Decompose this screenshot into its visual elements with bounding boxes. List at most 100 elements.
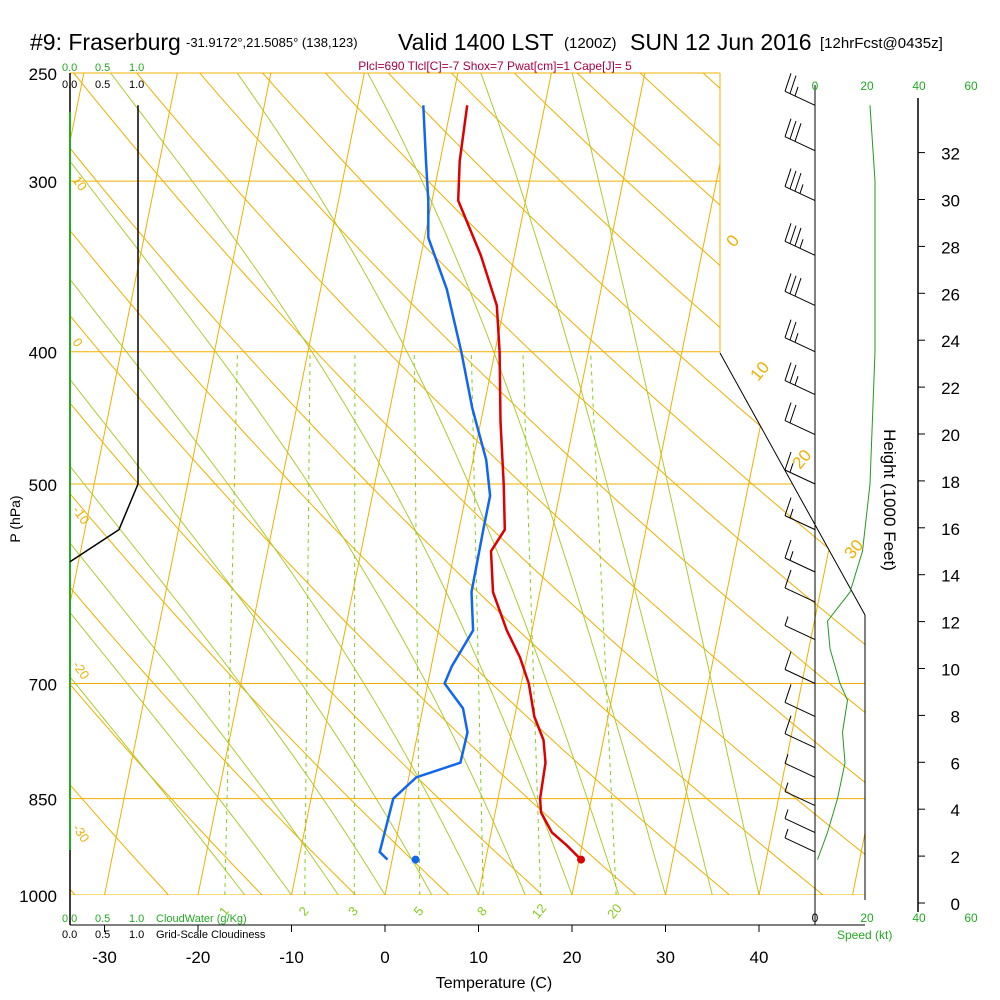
height-tick-label: 18 xyxy=(941,473,960,492)
barb-staff xyxy=(784,791,816,807)
wind-speed-line xyxy=(817,105,876,860)
mixing-ratio-line xyxy=(413,351,421,896)
barb-staff xyxy=(784,515,816,531)
barb-flag xyxy=(784,684,792,703)
barb-half-flag xyxy=(789,508,794,519)
zulu-time: (1200Z) xyxy=(564,35,617,52)
temperature-line xyxy=(456,105,582,861)
moist-adiabat xyxy=(70,73,386,895)
bottom-scale-cloudwater: 0.0 0.5 1.0 CloudWater (g/Kg) xyxy=(62,913,247,925)
barb-flag xyxy=(784,569,792,589)
wind-barb xyxy=(784,73,816,106)
barb-staff xyxy=(784,420,816,436)
wind-barb xyxy=(784,782,816,807)
height-tick-label: 12 xyxy=(941,614,960,633)
dry-adiabat xyxy=(178,73,865,895)
wind-barb xyxy=(784,754,816,778)
mixing-ratio-line xyxy=(590,351,617,896)
moist-adiabat xyxy=(70,73,433,895)
wind-barb xyxy=(784,168,816,202)
pressure-tick-label: 500 xyxy=(29,476,57,495)
wind-barb xyxy=(784,616,816,641)
cloudiness-line xyxy=(69,105,139,563)
barb-flag xyxy=(784,273,792,292)
stability-indices: Plcl=690 Tlcl[C]=-7 Shox=7 Pwat[cm]=1 Ca… xyxy=(358,59,632,73)
moist-adiabat xyxy=(70,73,339,895)
wind-barb xyxy=(784,118,816,152)
barb-staff xyxy=(784,818,816,833)
cloudiness-profile xyxy=(69,105,139,563)
moist-adiabat xyxy=(480,73,713,895)
temperature-tick-label: -10 xyxy=(279,948,304,967)
mixing-ratio-lines: 1 2 3 5 8 12 20 xyxy=(216,351,625,921)
valid-time: Valid 1400 LST xyxy=(398,29,554,55)
barb-half-flag xyxy=(794,376,799,386)
pressure-tick-label: 1000 xyxy=(19,887,57,906)
background-lines xyxy=(70,73,865,895)
barb-staff xyxy=(784,625,816,641)
mixing-ratio-line xyxy=(470,351,484,896)
barb-flag xyxy=(784,223,792,242)
barb-staff xyxy=(784,557,816,573)
barb-staff xyxy=(784,136,816,152)
barb-flag xyxy=(789,364,797,384)
moist-adiabat xyxy=(236,73,620,895)
top-scale-cloudwater: 0.0 0.5 1.0 xyxy=(62,62,144,74)
height-tick-label: 0 xyxy=(951,895,960,914)
barb-half-flag xyxy=(799,184,804,194)
pressure-tick-label: 300 xyxy=(29,173,57,192)
barb-half-flag xyxy=(784,809,789,819)
wind-barb xyxy=(784,362,816,396)
barb-staff xyxy=(784,90,816,106)
barb-flag xyxy=(784,715,792,734)
barb-flag xyxy=(784,497,792,516)
scale-label: 0.0 xyxy=(62,62,77,74)
scale-label: 1.0 xyxy=(129,79,144,91)
barb-staff xyxy=(784,380,816,396)
isotherm-label: 10 xyxy=(747,358,774,385)
isotherm-label: 10 xyxy=(70,173,91,193)
barb-half-flag xyxy=(789,551,794,561)
scale-label: 0.0 xyxy=(62,929,77,941)
temperature-tick-label: 20 xyxy=(563,948,582,967)
wind-barb xyxy=(784,569,816,603)
height-tick-label: 16 xyxy=(941,520,960,539)
temperature-tick-label: 0 xyxy=(380,948,389,967)
scale-label: 1.0 xyxy=(129,913,144,925)
speed-axis-title: Speed (kt) xyxy=(837,928,892,942)
temperature-tick-label: -30 xyxy=(92,948,117,967)
dry-adiabat xyxy=(551,73,865,895)
surface-temperature-dot xyxy=(577,855,586,864)
barb-flag xyxy=(784,168,792,187)
mixing-ratio-label: 3 xyxy=(345,903,361,918)
barb-flag xyxy=(784,651,792,670)
barb-flag xyxy=(789,120,797,140)
barb-flag xyxy=(784,539,792,559)
moist-adiabat xyxy=(70,73,246,895)
height-tick-label: 30 xyxy=(941,192,960,211)
pressure-tick-label: 700 xyxy=(29,676,57,695)
plot-frame xyxy=(69,72,866,926)
dry-adiabat xyxy=(70,73,169,895)
dry-adiabat xyxy=(70,73,356,895)
dry-adiabat xyxy=(489,73,865,895)
pressure-tick-label: 400 xyxy=(29,344,57,363)
barb-flag xyxy=(784,451,792,471)
dry-adiabat xyxy=(70,73,543,895)
barb-flag xyxy=(789,404,797,424)
dry-adiabat xyxy=(70,73,730,895)
speed-tick-bottom: 0 xyxy=(812,911,819,925)
height-tick-label: 4 xyxy=(951,801,960,820)
frame-diagonal xyxy=(719,352,866,616)
barb-half-flag xyxy=(784,828,789,839)
forecast-run: [12hrFcst@0435z] xyxy=(820,35,943,52)
x-axis-title: Temperature (C) xyxy=(436,975,552,992)
wind-barb xyxy=(784,451,816,485)
dry-adiabat xyxy=(70,73,450,895)
dry-adiabat xyxy=(738,73,865,895)
moist-adiabat xyxy=(70,73,292,895)
scale-label: 1.0 xyxy=(129,62,144,74)
temperature-tick-label: 30 xyxy=(656,948,675,967)
wind-barb xyxy=(784,715,816,749)
